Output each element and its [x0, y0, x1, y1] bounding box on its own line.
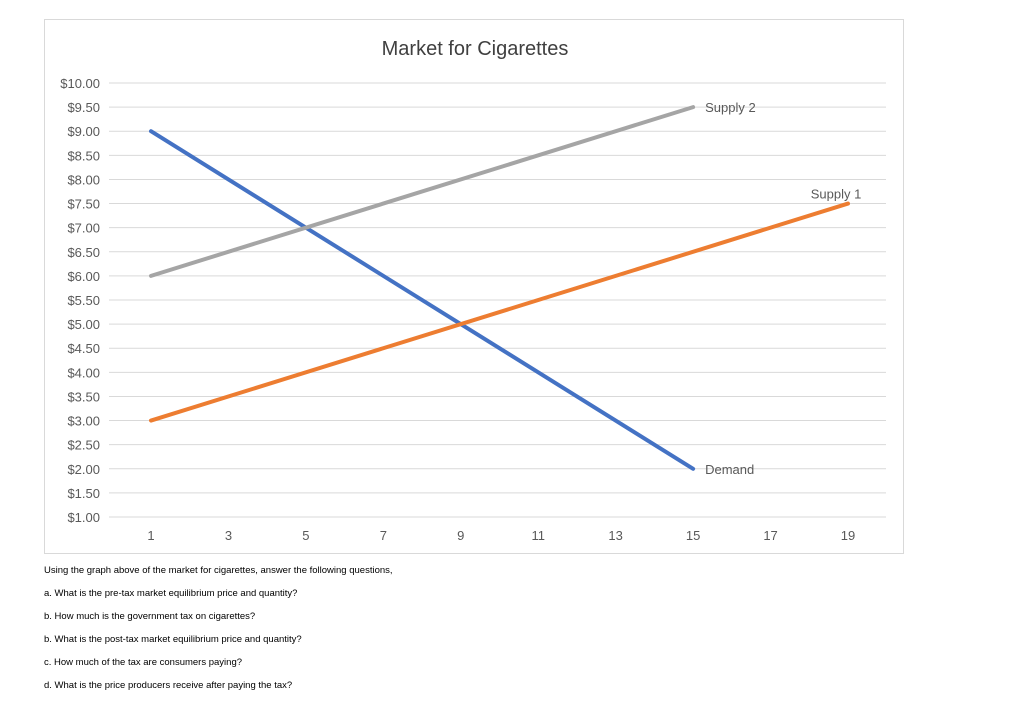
x-tick-label: 9	[457, 528, 464, 543]
y-tick-label: $7.00	[67, 221, 100, 236]
series-line-supply-2	[149, 105, 696, 278]
series-label-demand: Demand	[705, 462, 754, 477]
x-tick-label: 15	[686, 528, 700, 543]
series-label-supply-2: Supply 2	[705, 100, 756, 115]
y-tick-label: $2.00	[67, 462, 100, 477]
y-tick-label: $8.00	[67, 172, 100, 187]
y-tick-label: $9.00	[67, 124, 100, 139]
y-tick-label: $3.00	[67, 414, 100, 429]
question-b-post-tax: b. What is the post-tax market equilibri…	[44, 634, 302, 645]
y-tick-label: $6.50	[67, 245, 100, 260]
y-tick-label: $9.50	[67, 100, 100, 115]
y-tick-label: $8.50	[67, 148, 100, 163]
x-tick-label: 13	[608, 528, 622, 543]
y-tick-label: $4.00	[67, 365, 100, 380]
y-tick-label: $6.00	[67, 269, 100, 284]
chart-title: Market for Cigarettes	[382, 38, 569, 60]
y-tick-label: $1.00	[67, 510, 100, 525]
y-tick-label: $1.50	[67, 486, 100, 501]
y-tick-label: $10.00	[60, 76, 100, 91]
x-tick-label: 11	[531, 528, 545, 543]
question-c: c. How much of the tax are consumers pay…	[44, 657, 243, 668]
y-tick-label: $2.50	[67, 438, 100, 453]
chart-frame: Market for Cigarettes $1.00 $1.50 $2.00 $2.5…	[44, 19, 904, 554]
y-tick-label: $4.50	[67, 341, 100, 356]
x-tick-label: 3	[225, 528, 232, 543]
x-tick-label: 5	[302, 528, 309, 543]
series-line-demand	[149, 129, 696, 471]
question-intro: Using the graph above of the market for …	[44, 565, 393, 576]
y-tick-label: $3.50	[67, 389, 100, 404]
question-b-tax: b. How much is the government tax on cig…	[44, 611, 256, 622]
y-tick-label: $5.50	[67, 293, 100, 308]
y-tick-label: $5.00	[67, 317, 100, 332]
series-label-supply-1: Supply 1	[811, 187, 862, 202]
question-d: d. What is the price producers receive a…	[44, 680, 293, 691]
x-tick-label: 1	[147, 528, 154, 543]
series-line-supply-1	[149, 201, 850, 423]
x-tick-label: 17	[763, 528, 777, 543]
chart-svg: Market for Cigarettes $1.00 $1.50 $2.00 $2.5…	[60, 38, 886, 543]
x-tick-label: 7	[380, 528, 387, 543]
y-tick-label: $7.50	[67, 197, 100, 212]
x-tick-label: 19	[841, 528, 855, 543]
question-a: a. What is the pre-tax market equilibriu…	[44, 588, 298, 599]
